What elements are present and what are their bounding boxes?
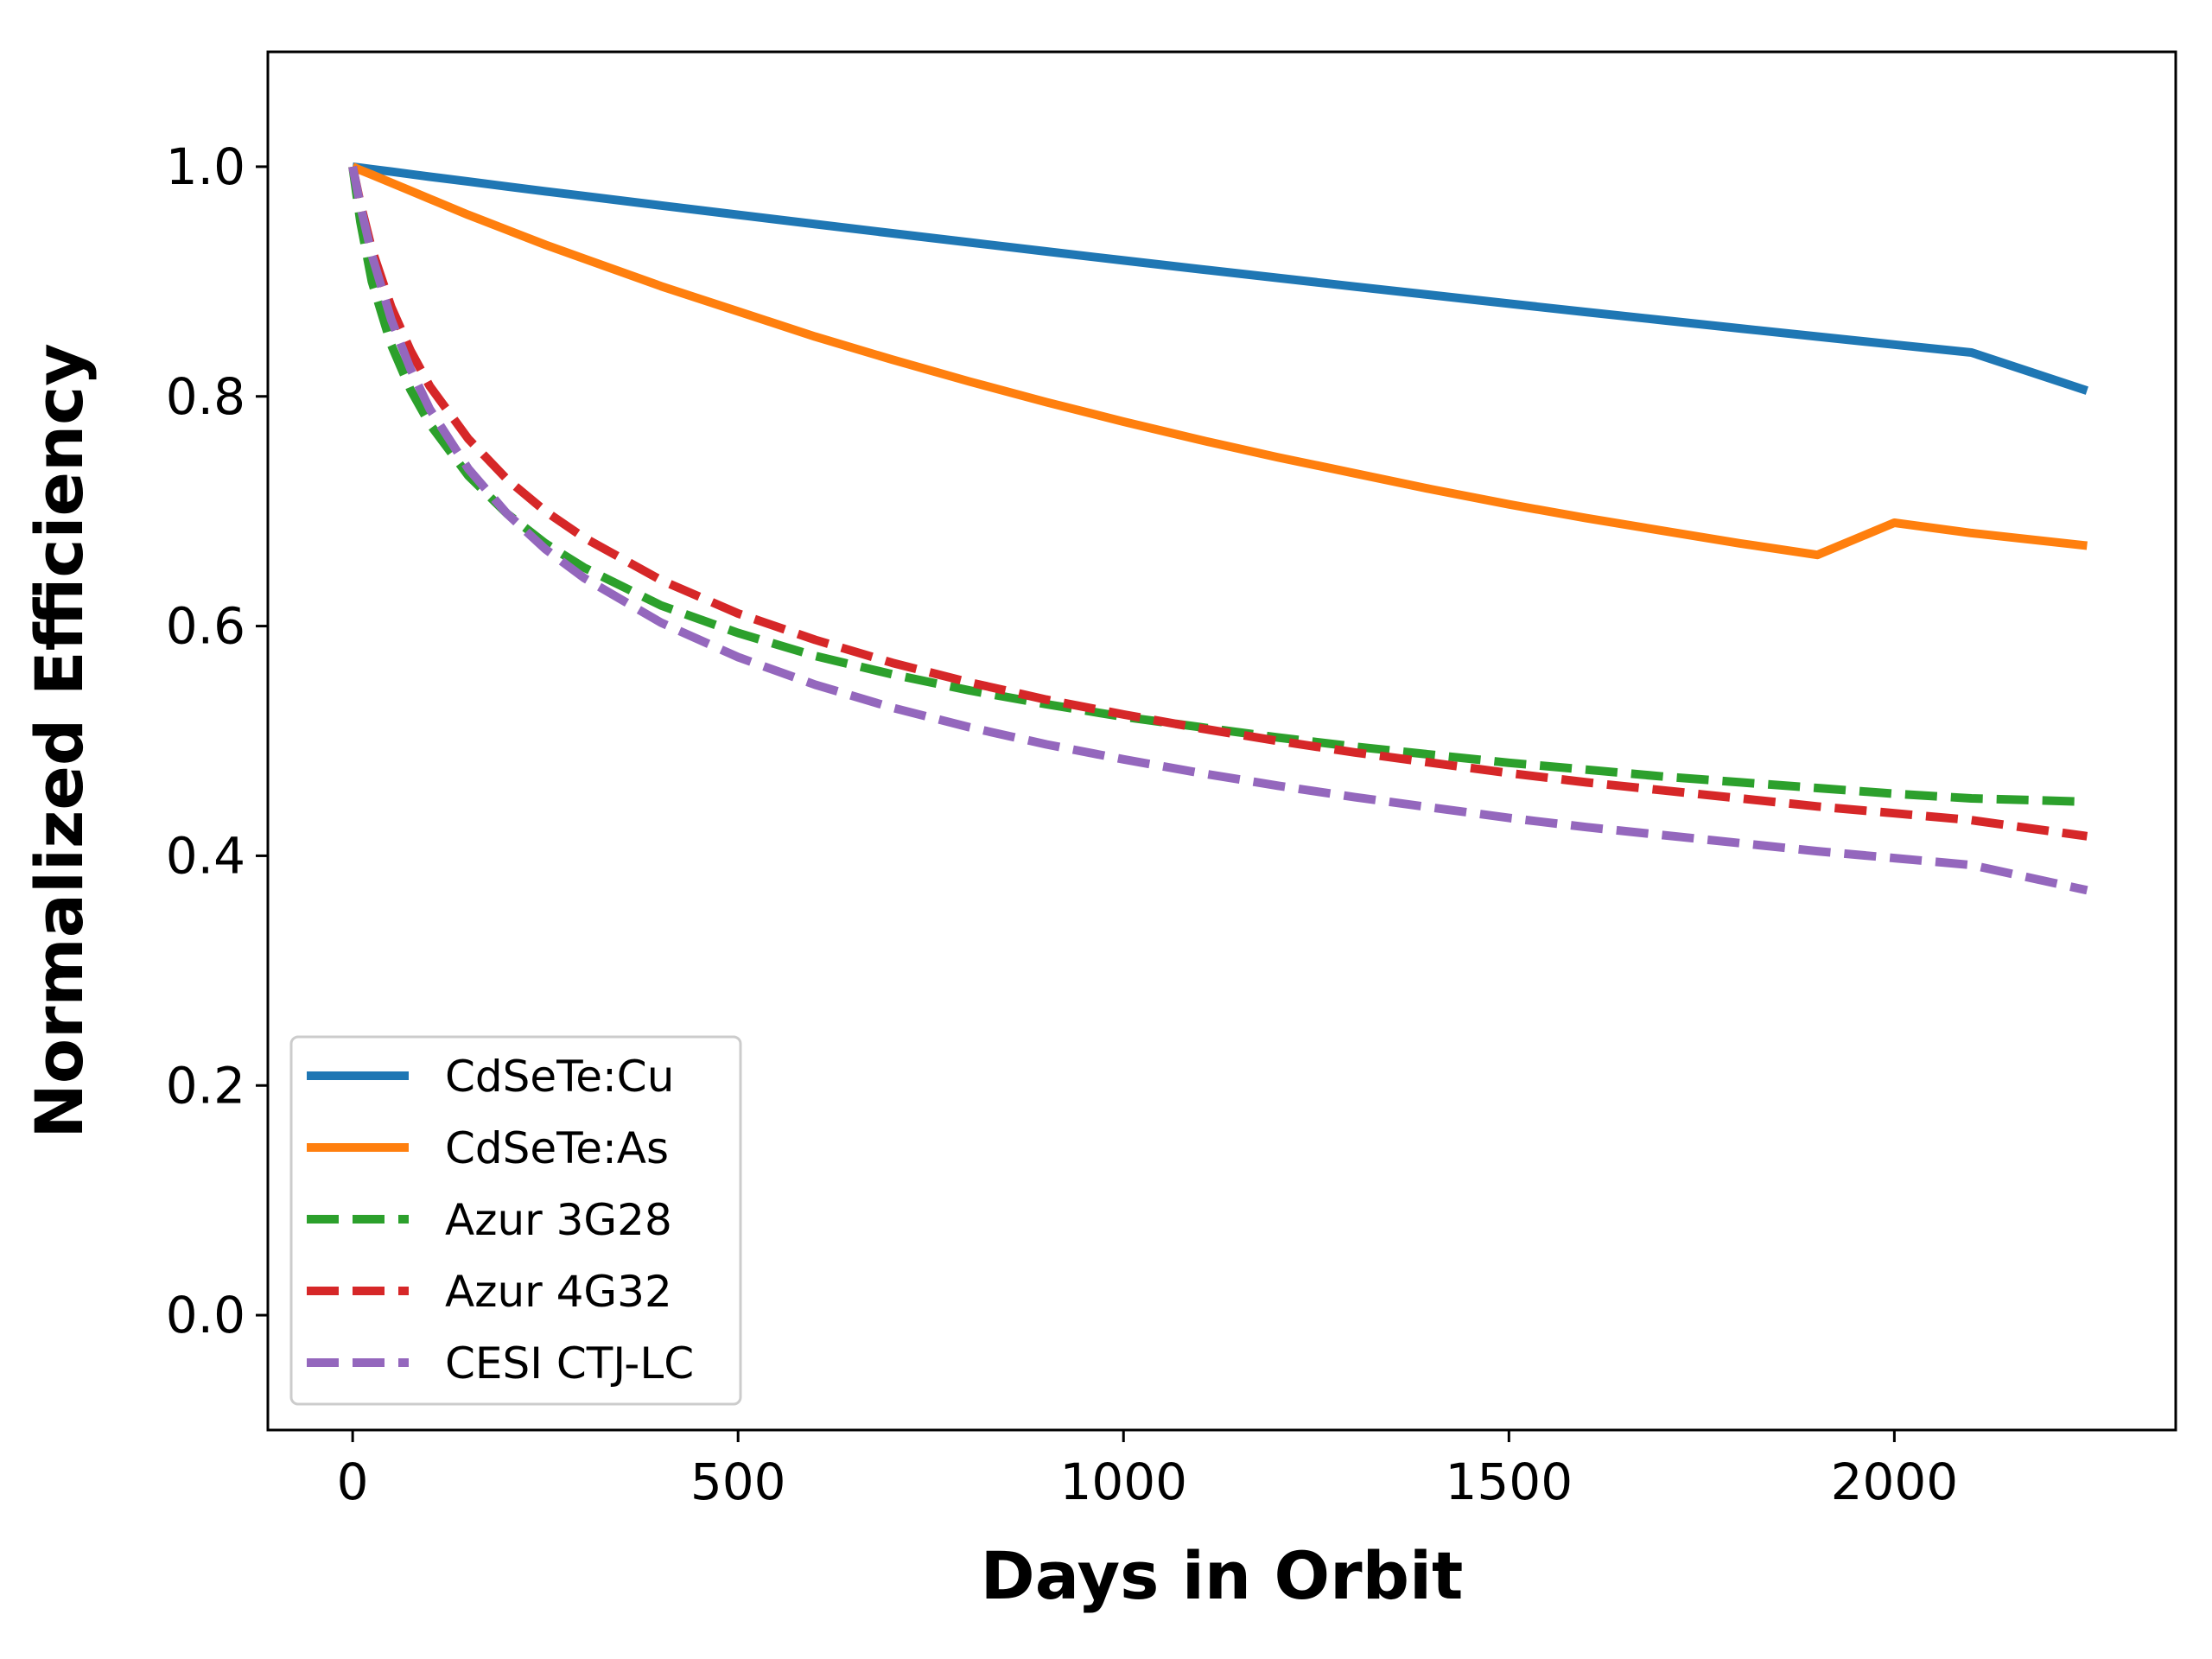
x-tick-label: 1500	[1446, 1452, 1573, 1511]
legend: CdSeTe:Cu CdSeTe:As Azur 3G28 Azur 4G32 CESI…	[289, 1035, 742, 1406]
legend-label-3: Azur 4G32	[445, 1267, 672, 1317]
series-line-4	[348, 165, 2088, 895]
series-line-2	[348, 166, 2088, 806]
legend-label-1: CdSeTe:As	[445, 1123, 669, 1173]
x-axis-title: Days in Orbit	[981, 1537, 1464, 1614]
y-tick-label: 0.4	[166, 826, 245, 885]
x-tick-label: 1000	[1059, 1452, 1187, 1511]
legend-box	[289, 1035, 742, 1406]
ticks-layer: 0 500 1000 1500 2000 0.0 0.2 0.4 0.6 0.8 1.0	[166, 137, 1958, 1511]
y-axis-title: Normalized Efficiency	[21, 343, 98, 1139]
y-tick-label: 0.2	[166, 1056, 245, 1115]
y-tick-label: 1.0	[166, 137, 245, 196]
series-layer	[348, 162, 2088, 895]
legend-label-4: CESI CTJ-LC	[445, 1338, 694, 1389]
legend-label-0: CdSeTe:Cu	[445, 1052, 674, 1102]
series-line-1	[351, 162, 2088, 560]
x-tick-label: 2000	[1831, 1452, 1959, 1511]
y-tick-label: 0.8	[166, 367, 245, 426]
x-tick-label: 0	[337, 1452, 369, 1511]
plot-frame	[266, 50, 2177, 1432]
legend-label-2: Azur 3G28	[445, 1195, 672, 1245]
y-tick-label: 0.0	[166, 1286, 245, 1344]
y-tick-label: 0.6	[166, 597, 245, 656]
x-tick-label: 500	[690, 1452, 786, 1511]
series-line-0	[352, 162, 2088, 395]
